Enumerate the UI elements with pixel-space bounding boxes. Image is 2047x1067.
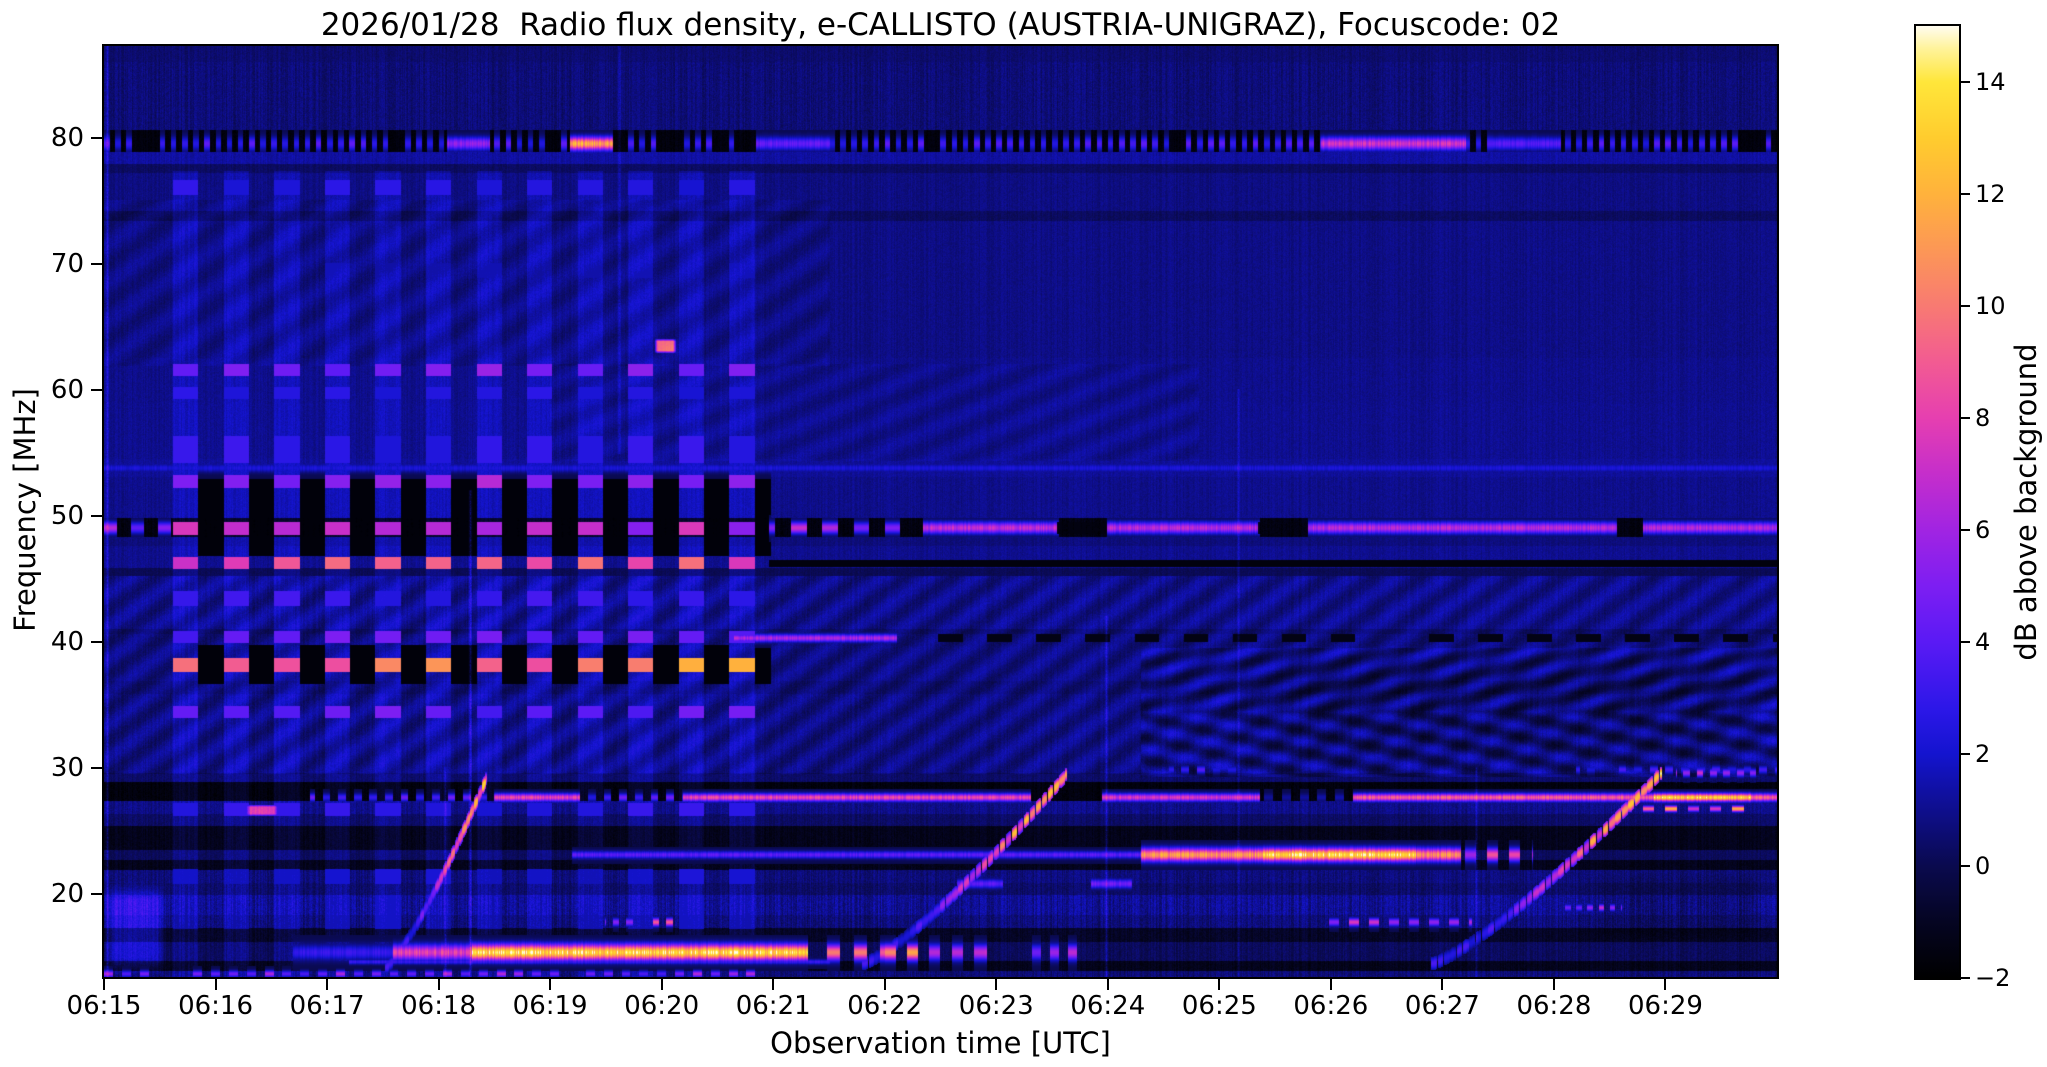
colorbar: [1914, 24, 1961, 980]
x-tick-label: 06:24: [1070, 991, 1146, 1021]
colorbar-tick: [1961, 417, 1970, 419]
y-tick: [91, 388, 102, 391]
x-tick-label: 06:23: [958, 991, 1034, 1021]
y-tick-label: 20: [50, 878, 84, 909]
x-tick-label: 06:25: [1181, 991, 1257, 1021]
x-tick-label: 06:18: [401, 991, 477, 1021]
y-tick: [91, 262, 102, 265]
x-tick-label: 06:29: [1627, 991, 1703, 1021]
x-tick: [1664, 979, 1667, 990]
y-tick-label: 80: [50, 122, 84, 153]
x-tick-label: 06:22: [847, 991, 923, 1021]
y-tick-label: 60: [50, 374, 84, 405]
colorbar-tick-label: 8: [1975, 404, 1991, 432]
colorbar-label: dB above background: [2009, 343, 2043, 661]
x-tick: [214, 979, 217, 990]
y-tick: [91, 514, 102, 517]
colorbar-tick: [1961, 641, 1970, 643]
x-tick-label: 06:27: [1404, 991, 1480, 1021]
colorbar-gradient: [1916, 26, 1959, 978]
y-tick: [91, 640, 102, 643]
colorbar-tick: [1961, 193, 1970, 195]
y-tick: [91, 892, 102, 895]
plot-frame: [102, 44, 1779, 979]
colorbar-tick-label: 6: [1975, 516, 1991, 544]
spectrogram-canvas: [104, 46, 1777, 977]
colorbar-tick: [1961, 865, 1970, 867]
x-tick-label: 06:21: [735, 991, 811, 1021]
colorbar-tick-label: 10: [1975, 292, 2006, 320]
x-tick: [1329, 979, 1332, 990]
x-tick: [437, 979, 440, 990]
colorbar-tick: [1961, 529, 1970, 531]
x-tick: [1106, 979, 1109, 990]
y-tick-label: 30: [50, 752, 84, 783]
x-tick-label: 06:16: [178, 991, 253, 1021]
colorbar-tick: [1961, 753, 1970, 755]
x-tick: [103, 979, 105, 990]
x-tick: [883, 979, 886, 990]
colorbar-tick: [1961, 81, 1970, 83]
y-tick: [91, 766, 102, 769]
x-tick-label: 06:28: [1516, 991, 1592, 1021]
x-tick: [995, 979, 998, 990]
x-tick-label: 06:17: [289, 991, 365, 1021]
x-tick: [1552, 979, 1555, 990]
x-tick-label: 06:20: [624, 991, 700, 1021]
y-tick-label: 50: [50, 500, 84, 531]
colorbar-tick-label: 4: [1975, 628, 1991, 656]
x-tick: [772, 979, 775, 990]
x-axis-label: Observation time [UTC]: [770, 1026, 1111, 1060]
x-tick: [1441, 979, 1444, 990]
colorbar-tick-label: 0: [1975, 852, 1991, 880]
colorbar-tick: [1961, 305, 1970, 307]
chart-title: 2026/01/28 Radio flux density, e-CALLIST…: [320, 7, 1561, 43]
colorbar-tick-label: 12: [1975, 180, 2006, 208]
y-tick-label: 40: [50, 626, 84, 657]
x-tick: [660, 979, 663, 990]
x-tick-label: 06:15: [66, 991, 142, 1021]
colorbar-tick-label: −2: [1975, 964, 2011, 992]
x-tick-label: 06:19: [512, 991, 588, 1021]
y-tick: [91, 136, 102, 139]
colorbar-tick: [1961, 977, 1970, 979]
x-tick: [326, 979, 329, 990]
x-tick: [1218, 979, 1221, 990]
colorbar-tick-label: 14: [1975, 68, 2006, 96]
y-tick-label: 70: [50, 248, 84, 279]
x-tick: [549, 979, 552, 990]
colorbar-tick-label: 2: [1975, 740, 1991, 768]
x-tick-label: 06:26: [1293, 991, 1369, 1021]
